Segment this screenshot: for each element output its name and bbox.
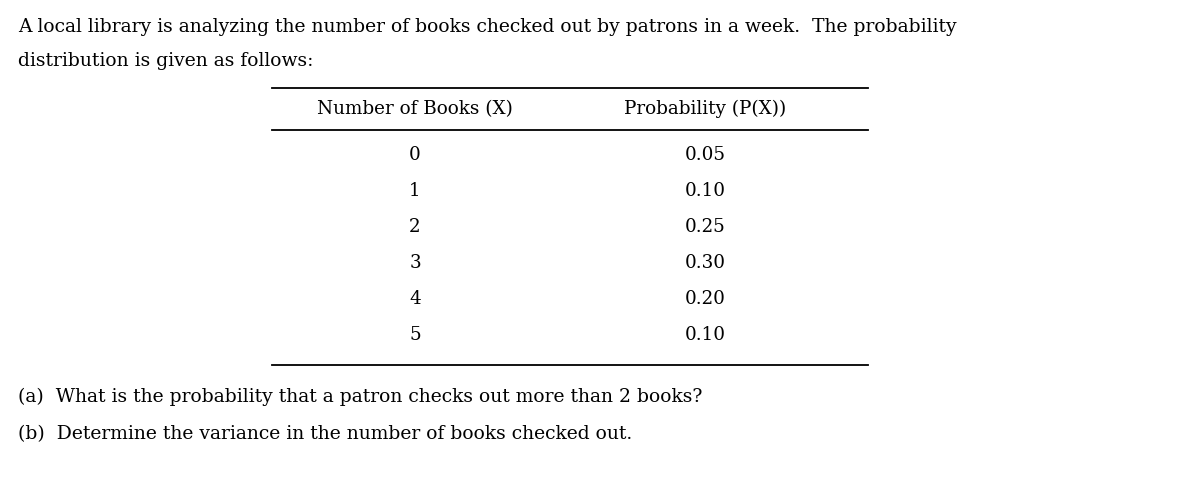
Text: Number of Books (X): Number of Books (X) [317,100,512,118]
Text: 4: 4 [409,290,421,308]
Text: (b)  Determine the variance in the number of books checked out.: (b) Determine the variance in the number… [18,425,632,443]
Text: 1: 1 [409,182,421,200]
Text: 5: 5 [409,326,421,344]
Text: A local library is analyzing the number of books checked out by patrons in a wee: A local library is analyzing the number … [18,18,956,36]
Text: 2: 2 [409,218,421,236]
Text: 0.30: 0.30 [684,254,726,272]
Text: (a)  What is the probability that a patron checks out more than 2 books?: (a) What is the probability that a patro… [18,388,702,406]
Text: 0.05: 0.05 [684,146,726,164]
Text: 0.20: 0.20 [684,290,726,308]
Text: 0.10: 0.10 [684,326,726,344]
Text: 0.25: 0.25 [685,218,725,236]
Text: Probability (P(X)): Probability (P(X)) [624,100,786,118]
Text: 3: 3 [409,254,421,272]
Text: 0: 0 [409,146,421,164]
Text: distribution is given as follows:: distribution is given as follows: [18,52,313,70]
Text: 0.10: 0.10 [684,182,726,200]
